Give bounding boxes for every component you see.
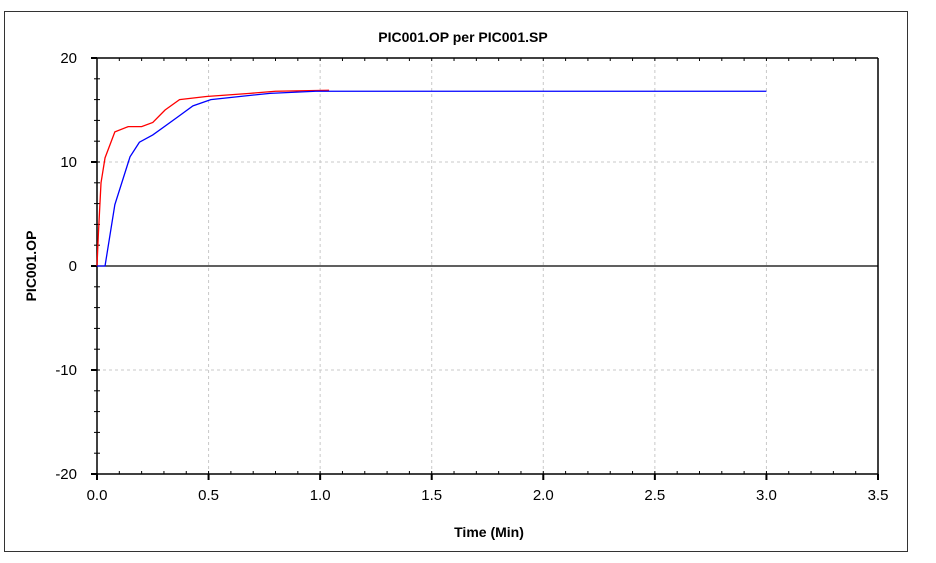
x-tick-label: 0.5 — [198, 487, 219, 504]
chart-title: PIC001.OP per PIC001.SP — [378, 29, 547, 45]
y-tick-label: 0 — [69, 258, 77, 275]
x-tick-label: 2.5 — [644, 487, 665, 504]
y-tick-label: -20 — [55, 466, 77, 483]
x-tick-label: 3.5 — [868, 487, 889, 504]
x-tick-label: 3.0 — [756, 487, 777, 504]
chart-frame — [4, 11, 908, 552]
y-tick-label: 20 — [60, 50, 77, 67]
x-tick-label: 1.0 — [310, 487, 331, 504]
x-tick-label: 2.0 — [533, 487, 554, 504]
y-tick-label: 10 — [60, 154, 77, 171]
x-tick-label: 0.0 — [87, 487, 108, 504]
x-axis-title: Time (Min) — [454, 524, 524, 540]
y-axis-title: PIC001.OP — [23, 231, 39, 302]
y-tick-label: -10 — [55, 362, 77, 379]
x-tick-label: 1.5 — [421, 487, 442, 504]
series-line-blue — [97, 90, 767, 267]
series-line-red — [96, 89, 330, 267]
